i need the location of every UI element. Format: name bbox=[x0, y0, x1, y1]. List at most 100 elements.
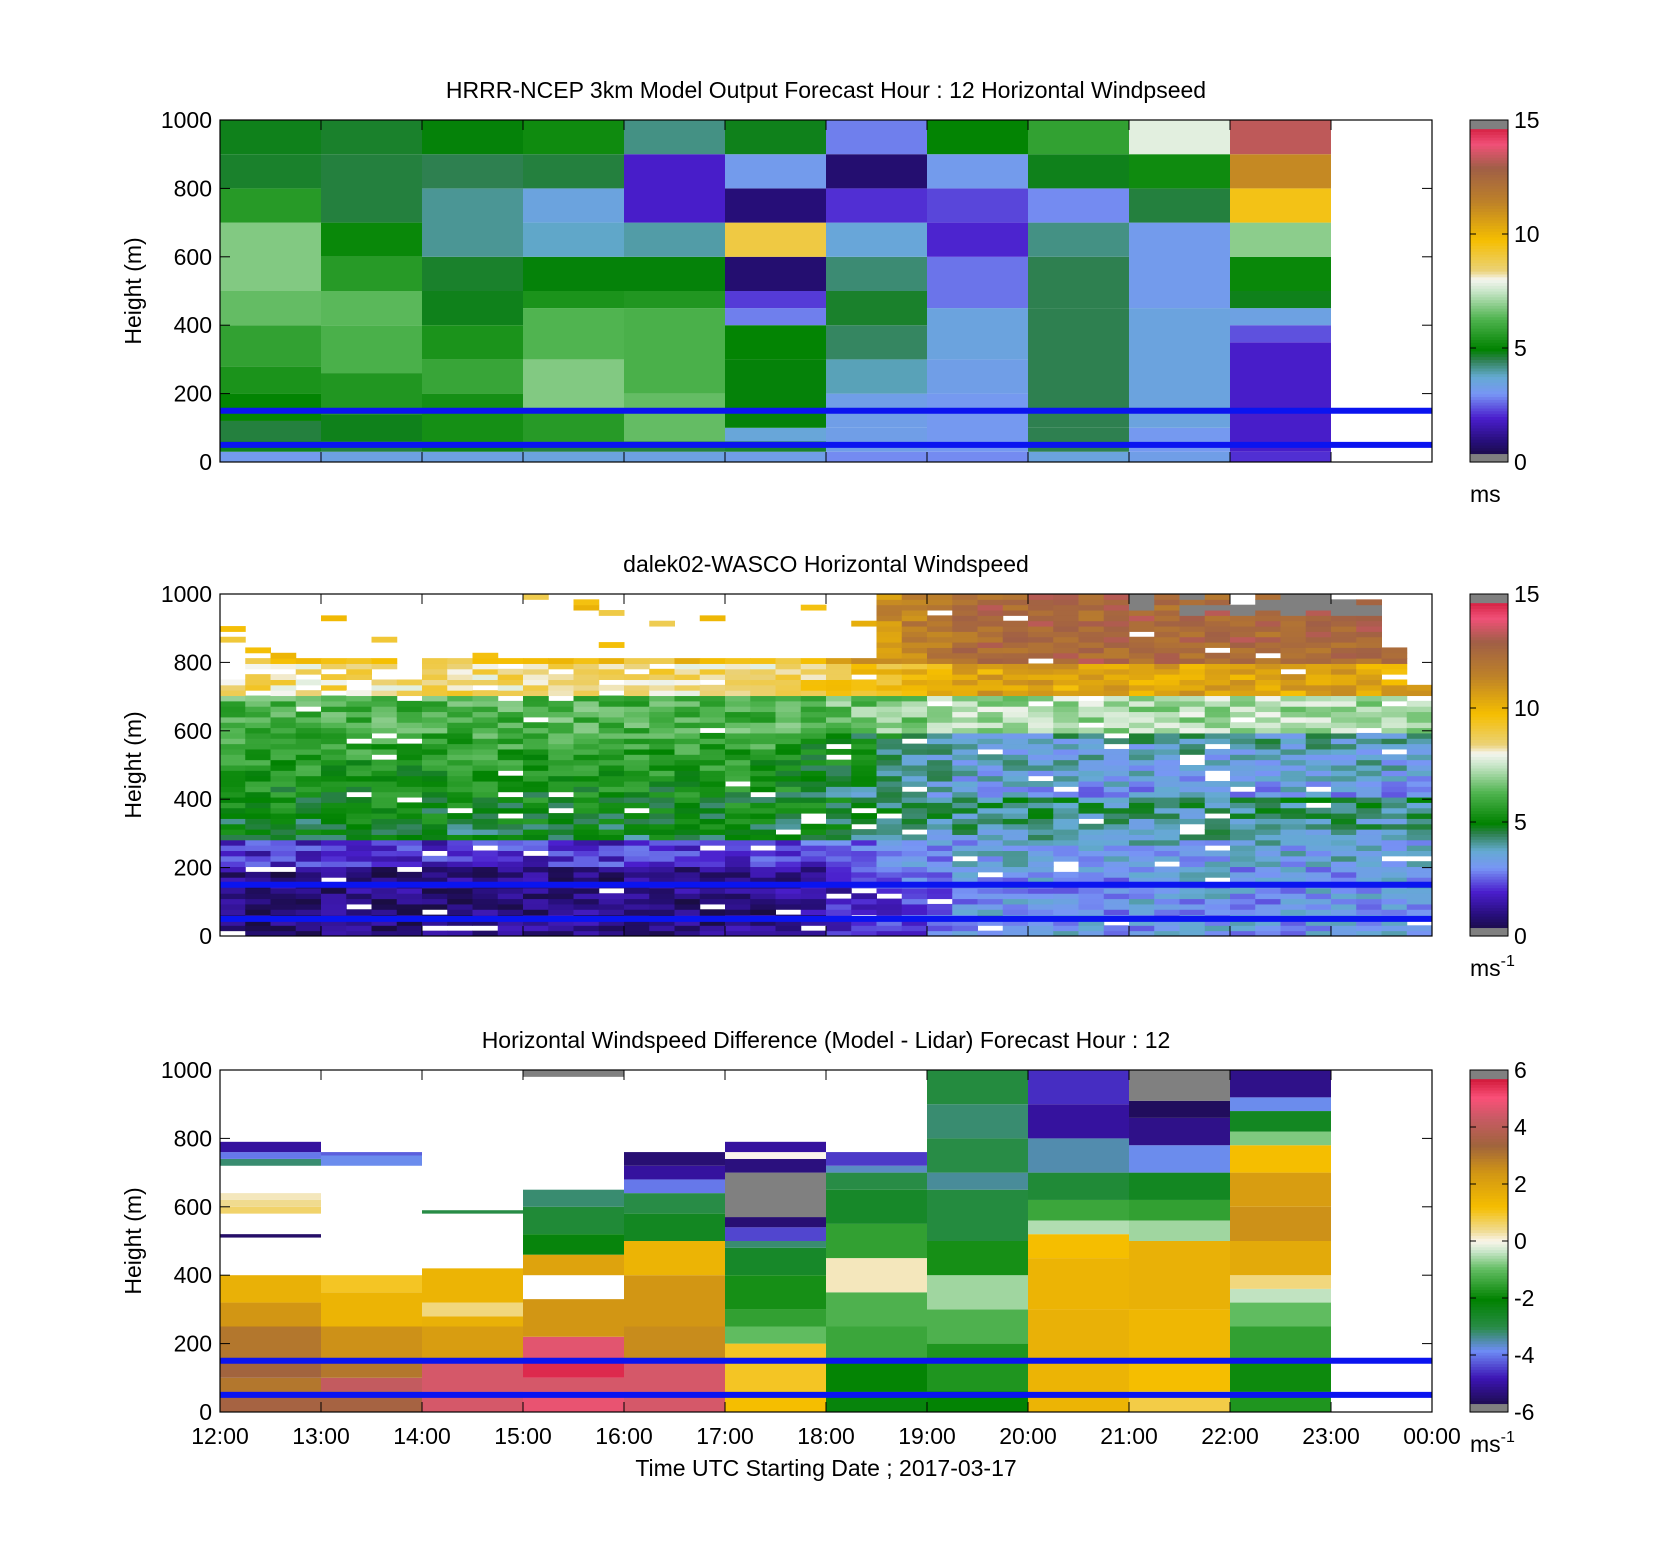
colorbar-segment bbox=[1470, 348, 1508, 352]
heatmap-cell bbox=[523, 925, 549, 932]
heatmap-cell bbox=[674, 829, 701, 835]
heatmap-cell bbox=[1255, 791, 1281, 798]
heatmap-cell bbox=[472, 871, 499, 878]
heatmap-cell bbox=[523, 1336, 624, 1361]
colorbar-segment bbox=[1470, 376, 1508, 380]
colorbar-segment bbox=[1470, 239, 1508, 244]
heatmap-cell bbox=[1356, 839, 1382, 846]
heatmap-cell bbox=[1154, 620, 1180, 627]
colorbar-segment bbox=[1470, 453, 1508, 457]
colorbar-segment bbox=[1470, 285, 1508, 289]
heatmap-cell bbox=[1331, 855, 1357, 862]
x-tick-label: 16:00 bbox=[595, 1423, 653, 1449]
heatmap-cell bbox=[497, 786, 524, 793]
heatmap-cell bbox=[927, 871, 953, 878]
heatmap-cell bbox=[901, 850, 928, 857]
heatmap-cell bbox=[321, 850, 347, 857]
heatmap-cell bbox=[472, 759, 499, 766]
heatmap-cell bbox=[927, 716, 953, 723]
heatmap-cell bbox=[851, 850, 877, 857]
heatmap-cell bbox=[548, 855, 574, 862]
heatmap-cell bbox=[901, 775, 928, 782]
colorbar-segment bbox=[1470, 896, 1508, 900]
heatmap-cell bbox=[826, 909, 852, 916]
heatmap-cell bbox=[422, 802, 448, 809]
colorbar-segment bbox=[1470, 1337, 1508, 1342]
heatmap-cell bbox=[523, 839, 549, 846]
heatmap-cell bbox=[422, 256, 523, 291]
colorbar-segment bbox=[1470, 890, 1508, 894]
heatmap-cell bbox=[1331, 930, 1357, 937]
heatmap-cell bbox=[1053, 695, 1079, 702]
heatmap-cell bbox=[876, 754, 903, 761]
heatmap-cell bbox=[800, 668, 827, 675]
heatmap-cell bbox=[1255, 813, 1281, 819]
heatmap-cell bbox=[1230, 1070, 1331, 1098]
heatmap-cell bbox=[876, 658, 903, 664]
heatmap-cell bbox=[1053, 807, 1079, 814]
heatmap-cell bbox=[1204, 786, 1231, 793]
heatmap-cell bbox=[750, 823, 776, 830]
heatmap-cell bbox=[826, 1292, 927, 1327]
colorbar-segment bbox=[1470, 1195, 1508, 1199]
heatmap-cell bbox=[826, 786, 852, 793]
heatmap-cell bbox=[270, 706, 297, 713]
heatmap-cell bbox=[1255, 802, 1281, 809]
colorbar-segment bbox=[1470, 128, 1508, 132]
heatmap-cell bbox=[1103, 626, 1130, 632]
heatmap-cell bbox=[725, 909, 751, 916]
heatmap-cell bbox=[1053, 615, 1079, 622]
heatmap-cell bbox=[800, 871, 827, 878]
heatmap-cell bbox=[220, 1158, 321, 1166]
heatmap-cell bbox=[295, 748, 322, 755]
heatmap-cell bbox=[1053, 887, 1079, 894]
heatmap-cell bbox=[1280, 850, 1307, 857]
heatmap-cell bbox=[699, 813, 726, 819]
heatmap-cell bbox=[624, 855, 650, 862]
heatmap-cell bbox=[270, 700, 297, 707]
heatmap-cell bbox=[548, 786, 574, 793]
heatmap-cell bbox=[1356, 909, 1382, 916]
heatmap-cell bbox=[699, 668, 726, 675]
heatmap-cell bbox=[1129, 626, 1155, 632]
heatmap-cell bbox=[826, 291, 927, 326]
heatmap-cell bbox=[573, 845, 600, 851]
heatmap-cell bbox=[1179, 604, 1206, 611]
heatmap-cell bbox=[1356, 893, 1382, 900]
heatmap-cell bbox=[725, 807, 751, 814]
colorbar-segment bbox=[1470, 231, 1508, 235]
heatmap-cell bbox=[927, 759, 953, 766]
colorbar-unit: ms bbox=[1470, 481, 1501, 507]
heatmap-cell bbox=[548, 727, 574, 734]
heatmap-cell bbox=[1154, 887, 1180, 894]
heatmap-cell bbox=[800, 722, 827, 729]
colorbar-segment bbox=[1470, 1095, 1508, 1100]
heatmap-cell bbox=[1053, 845, 1079, 851]
heatmap-cell bbox=[346, 706, 372, 713]
heatmap-cell bbox=[1154, 791, 1180, 798]
heatmap-cell bbox=[346, 807, 372, 814]
heatmap-cell bbox=[1255, 631, 1281, 638]
heatmap-cell bbox=[1129, 1145, 1230, 1173]
heatmap-cell bbox=[800, 866, 827, 873]
heatmap-cell bbox=[876, 903, 903, 910]
heatmap-cell bbox=[220, 636, 246, 643]
heatmap-cell bbox=[220, 866, 246, 873]
heatmap-cell bbox=[523, 1189, 624, 1207]
heatmap-cell bbox=[396, 786, 423, 793]
heatmap-cell bbox=[1078, 765, 1105, 771]
heatmap-cell bbox=[371, 919, 398, 926]
heatmap-cell bbox=[1078, 658, 1105, 664]
heatmap-cell bbox=[346, 834, 372, 841]
heatmap-cell bbox=[1305, 743, 1332, 750]
heatmap-cell bbox=[573, 893, 600, 900]
colorbar-unit-exponent: -1 bbox=[1501, 953, 1515, 970]
heatmap-cell bbox=[1305, 668, 1332, 675]
heatmap-cell bbox=[245, 802, 271, 809]
heatmap-cell bbox=[1381, 871, 1408, 878]
heatmap-cell bbox=[775, 887, 802, 894]
heatmap-cell bbox=[952, 706, 978, 713]
heatmap-cell bbox=[548, 679, 574, 686]
heatmap-cell bbox=[371, 658, 398, 664]
